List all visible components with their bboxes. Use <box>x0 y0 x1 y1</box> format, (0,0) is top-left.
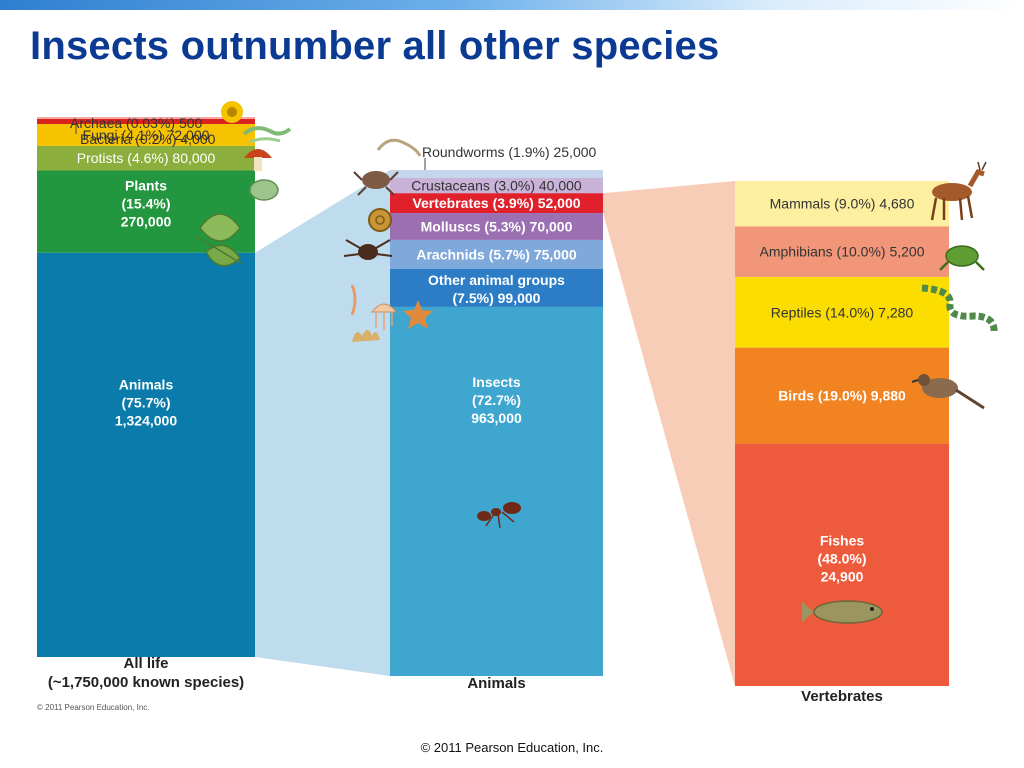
label-fishes: Fishes (48.0%) 24,900 <box>817 533 866 585</box>
slide-title: Insects outnumber all other species <box>30 24 720 68</box>
bacteria-icon <box>242 126 292 144</box>
label-arachnids: Arachnids (5.7%) 75,000 <box>416 246 577 262</box>
segment-insects <box>390 306 603 676</box>
protist-icon <box>249 179 279 201</box>
label-vertebrates: Vertebrates (3.9%) 52,000 <box>412 195 580 211</box>
label-animals: Animals (75.7%) 1,324,000 <box>115 377 177 429</box>
label-molluscs: Molluscs (5.3%) 70,000 <box>421 218 573 234</box>
snake-icon <box>921 284 998 335</box>
label-mammals: Mammals (9.0%) 4,680 <box>770 196 915 212</box>
segment-protists <box>37 145 255 171</box>
label-archaea: Archaea (0.03%) 500 <box>70 115 203 131</box>
snail-icon <box>368 208 392 232</box>
segment-archaea <box>37 117 255 119</box>
jellyfish-icon <box>350 284 398 330</box>
label-protists: Protists (4.6%) 80,000 <box>77 150 216 166</box>
worm-icon <box>376 138 422 157</box>
leaf-icon <box>195 213 243 267</box>
label-other-animal-groups: Other animal groups (7.5%) 99,000 <box>428 272 565 306</box>
band-vertebrates-to-vertebrates <box>603 181 735 686</box>
slide-footer: © 2011 Pearson Education, Inc. <box>420 740 604 755</box>
ant-icon <box>477 502 521 529</box>
top-accent-bar <box>0 0 1024 10</box>
segment-amphibians <box>735 226 949 277</box>
crab-icon <box>353 171 399 196</box>
segment-bacteria <box>37 119 255 124</box>
label-crustaceans: Crustaceans (3.0%) 40,000 <box>411 178 582 194</box>
mushroom-icon <box>244 149 272 171</box>
starfish-icon <box>403 300 433 329</box>
column-label-vertebrates: Vertebrates <box>801 688 883 705</box>
segment-birds <box>735 347 949 444</box>
segment-mammals <box>735 181 949 227</box>
segment-arachnids <box>390 239 603 269</box>
label-roundworms: Roundworms (1.9%) 25,000 <box>422 144 597 160</box>
segment-crustaceans <box>390 178 603 194</box>
sunflower-icon <box>221 101 243 123</box>
label-plants: Plants (15.4%) 270,000 <box>121 177 172 229</box>
fish-icon <box>802 600 883 624</box>
segment-fishes <box>735 443 949 686</box>
segment-roundworms <box>390 170 603 178</box>
label-insects: Insects (72.7%) 963,000 <box>471 374 522 426</box>
deer-icon <box>930 161 987 221</box>
illustrations <box>195 101 998 624</box>
column-label-animals: Animals <box>467 675 525 692</box>
frog-icon <box>939 245 985 271</box>
segment-vertebrates <box>390 193 603 214</box>
bird-icon <box>911 374 985 410</box>
segment-animals <box>37 252 255 657</box>
chart-credit: © 2011 Pearson Education, Inc. <box>37 703 149 712</box>
coral-icon <box>352 330 380 342</box>
segment-reptiles <box>735 276 949 348</box>
spider-icon <box>343 239 393 260</box>
segment-other-animal-groups <box>390 268 603 307</box>
segment-molluscs <box>390 213 603 240</box>
segment-fungi <box>37 124 255 146</box>
label-amphibians: Amphibians (10.0%) 5,200 <box>760 244 925 260</box>
label-birds: Birds (19.0%) 9,880 <box>778 388 906 404</box>
label-reptiles: Reptiles (14.0%) 7,280 <box>771 304 914 320</box>
chart-segments <box>37 117 949 686</box>
label-fungi: Fungi (4.1%) 72,000 <box>83 127 210 143</box>
column-label-all-life: All life (~1,750,000 known species) <box>48 655 244 691</box>
label-bacteria: Bacteria (0.2%) 4,000 <box>80 131 216 147</box>
